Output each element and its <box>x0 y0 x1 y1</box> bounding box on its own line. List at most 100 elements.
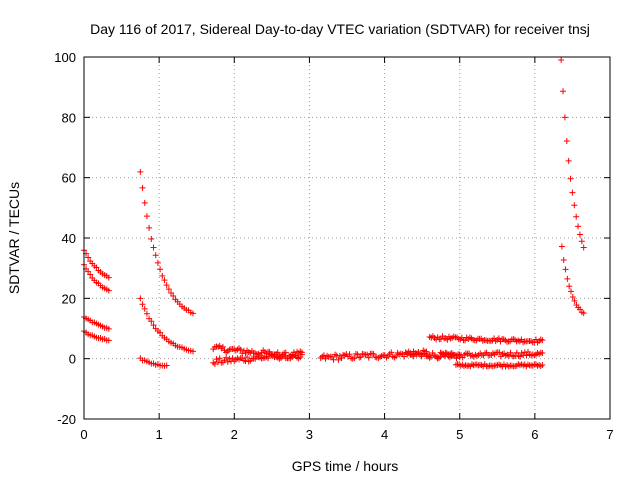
data-point <box>580 310 587 317</box>
data-point <box>273 351 280 358</box>
data-point <box>573 213 580 220</box>
x-tick-label: 0 <box>80 427 87 442</box>
data-point <box>150 244 157 251</box>
y-tick-label: 60 <box>62 171 76 186</box>
data-point <box>159 272 166 279</box>
data-point <box>211 360 218 367</box>
data-point <box>320 352 327 359</box>
data-point <box>517 353 524 360</box>
data-point <box>580 244 587 251</box>
data-point <box>141 305 148 312</box>
data-point <box>150 322 157 329</box>
data-point <box>292 352 299 359</box>
y-tick-label: -20 <box>57 412 76 427</box>
x-tick-label: 3 <box>306 427 313 442</box>
y-tick-label: 40 <box>62 231 76 246</box>
y-tick-label: 0 <box>69 352 76 367</box>
data-point <box>558 243 565 250</box>
data-point <box>224 358 231 365</box>
x-tick-label: 7 <box>606 427 613 442</box>
data-point <box>137 168 144 175</box>
data-point <box>571 202 578 209</box>
data-point <box>219 343 226 350</box>
data-point <box>170 292 177 299</box>
data-point <box>564 275 571 282</box>
data-point <box>148 318 155 325</box>
data-point <box>365 354 372 361</box>
data-point <box>393 353 400 360</box>
data-point <box>244 354 251 361</box>
data-point <box>148 235 155 242</box>
data-points <box>81 57 587 370</box>
data-point <box>563 137 570 144</box>
data-point <box>509 352 516 359</box>
data-point <box>558 57 565 64</box>
data-point <box>289 353 296 360</box>
data-point <box>298 349 305 356</box>
data-point <box>560 256 567 263</box>
chart-title: Day 116 of 2017, Sidereal Day-to-day VTE… <box>90 21 590 37</box>
data-point <box>443 350 450 357</box>
data-point <box>279 353 286 360</box>
data-point <box>370 350 377 357</box>
data-point <box>539 337 546 344</box>
data-point <box>85 254 92 261</box>
data-point <box>539 350 546 357</box>
data-point <box>141 199 148 206</box>
data-point <box>163 282 170 289</box>
x-tick-label: 5 <box>456 427 463 442</box>
y-tick-label: 100 <box>54 50 76 65</box>
data-point <box>539 361 546 368</box>
data-point <box>571 297 578 304</box>
data-point <box>560 88 567 95</box>
data-point <box>338 355 345 362</box>
data-point <box>265 355 272 362</box>
data-point <box>515 352 522 359</box>
data-point <box>87 271 94 278</box>
data-point <box>139 184 146 191</box>
data-point <box>139 301 146 308</box>
data-point <box>146 224 153 231</box>
data-point <box>346 351 353 358</box>
data-point <box>569 293 576 300</box>
y-tick-label: 20 <box>62 291 76 306</box>
data-point <box>223 354 230 361</box>
data-point <box>189 310 196 317</box>
data-point <box>165 286 172 293</box>
data-point <box>152 252 159 259</box>
data-point <box>565 157 572 164</box>
data-point <box>157 329 164 336</box>
axes: 0 1 2 3 4 5 6 7 -20 0 20 40 60 80 100 <box>54 50 613 442</box>
data-point <box>357 354 364 361</box>
data-point <box>567 175 574 182</box>
data-point <box>143 213 150 220</box>
data-point <box>576 231 583 238</box>
data-point <box>271 354 278 361</box>
data-point <box>137 295 144 302</box>
data-point <box>282 349 289 356</box>
data-point <box>216 355 223 362</box>
data-point <box>163 362 170 369</box>
data-point <box>105 287 112 294</box>
data-point <box>566 283 573 290</box>
data-point <box>562 266 569 273</box>
data-point <box>561 114 568 121</box>
data-point <box>578 238 585 245</box>
data-point <box>105 325 112 332</box>
data-point <box>575 223 582 230</box>
data-point <box>161 277 168 284</box>
data-point <box>444 336 451 343</box>
x-axis-label: GPS time / hours <box>292 458 399 474</box>
data-point <box>237 346 244 353</box>
data-point <box>105 337 112 344</box>
data-point <box>496 349 503 356</box>
x-tick-label: 2 <box>231 427 238 442</box>
data-point <box>437 353 444 360</box>
data-point <box>569 189 576 196</box>
data-point <box>213 356 220 363</box>
data-point <box>189 348 196 355</box>
data-point <box>354 351 361 358</box>
data-point <box>536 351 543 358</box>
data-point <box>495 335 502 342</box>
